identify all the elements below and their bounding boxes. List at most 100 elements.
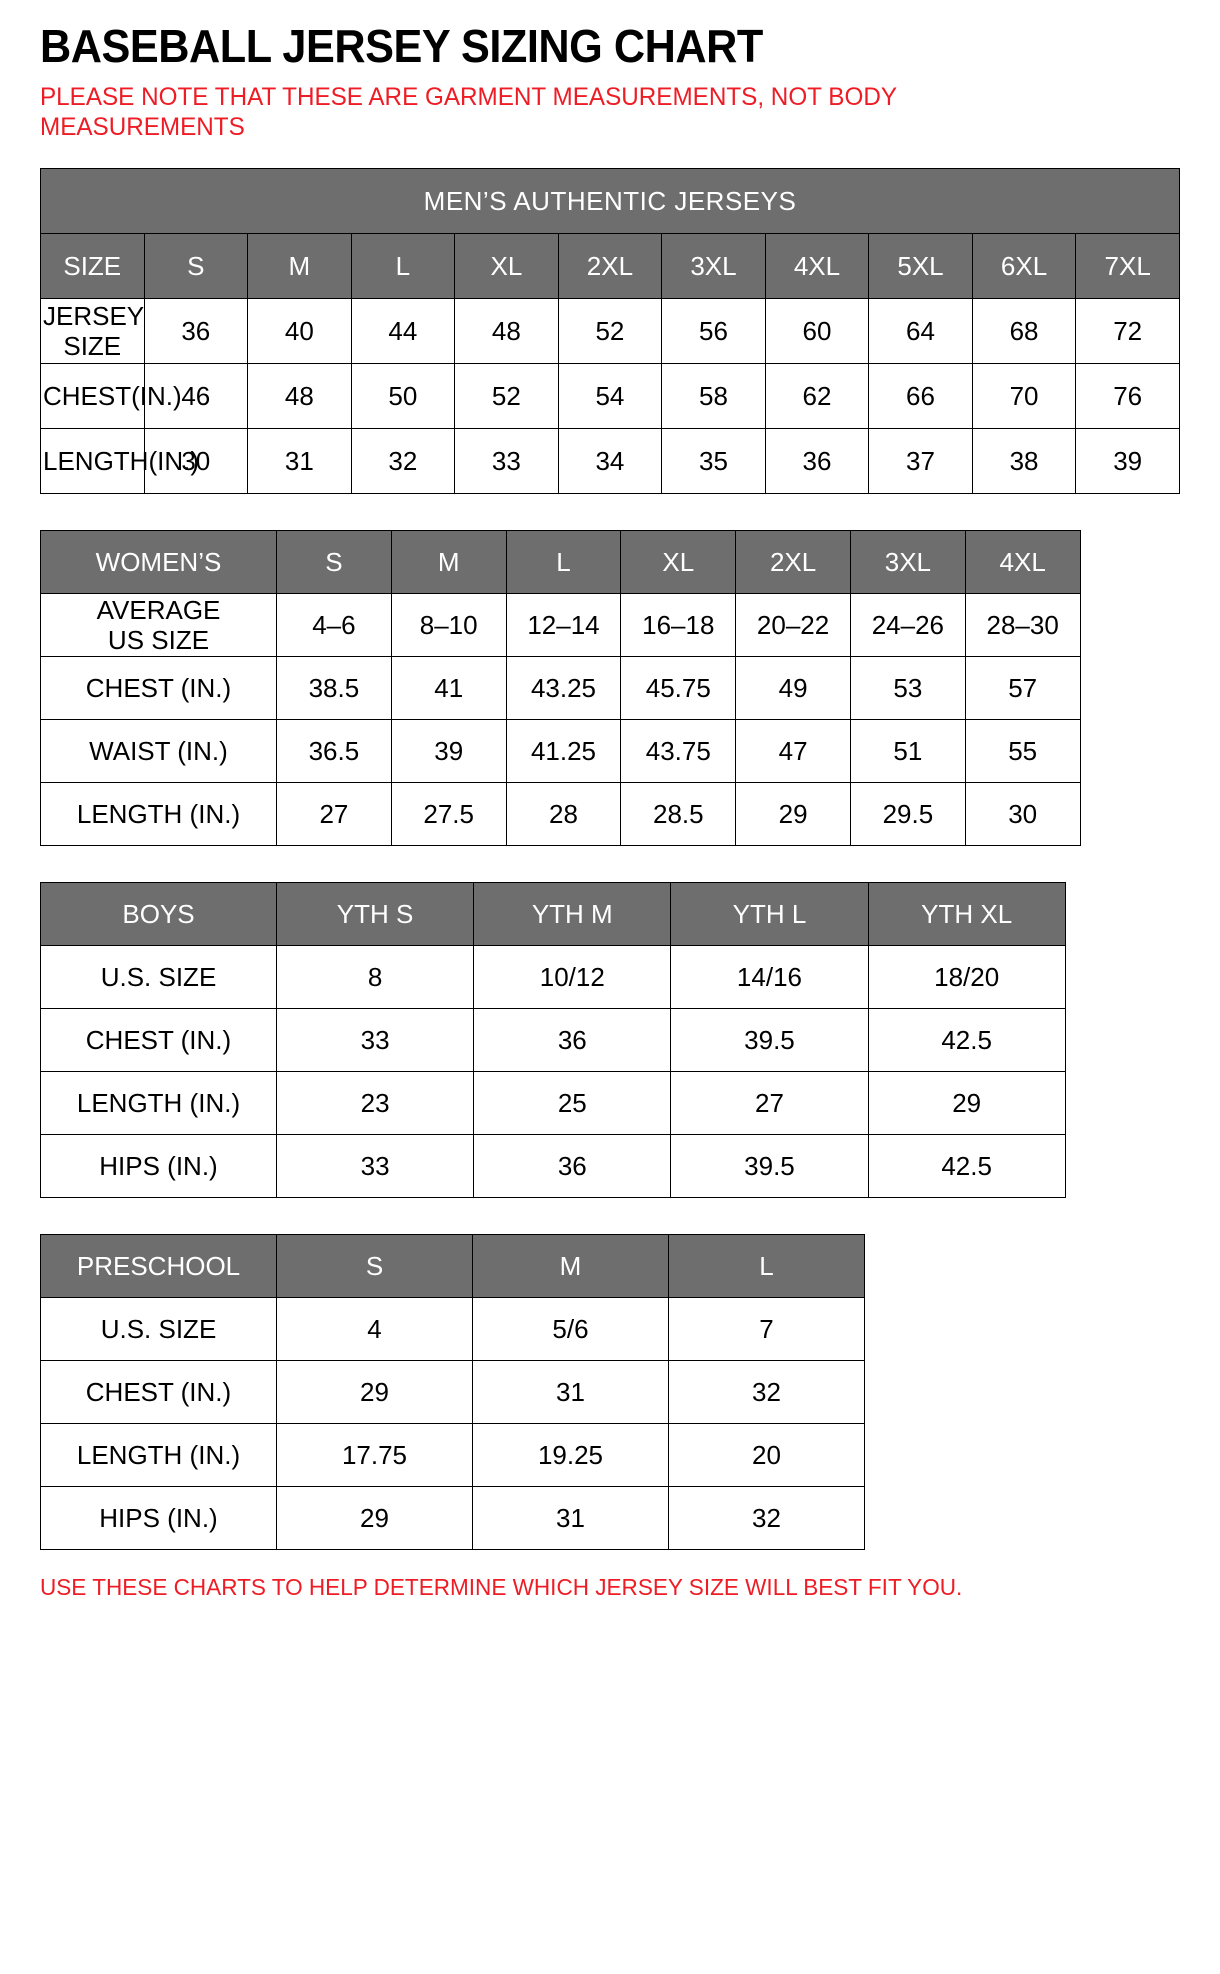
womens-sizing-table: WOMEN’S S M L XL 2XL 3XL 4XL AVERAGE US S…: [40, 530, 1081, 846]
data-cell: 39: [390, 719, 507, 783]
mens-col-header: 6XL: [971, 233, 1077, 299]
data-cell: 23: [275, 1071, 475, 1135]
data-cell: 27: [670, 1071, 869, 1135]
row-label: CHEST (IN.): [40, 1360, 277, 1424]
data-cell: 53: [849, 656, 966, 720]
data-cell: 49: [735, 656, 851, 720]
womens-col-header: 4XL: [964, 530, 1081, 594]
table-row: WAIST (IN.) 36.5 39 41.25 43.75 47 51 55: [40, 719, 1081, 783]
table-row: LENGTH(IN.) 30 31 32 33 34 35 36 37 38 3…: [40, 428, 1180, 494]
data-cell: 47: [735, 719, 851, 783]
data-cell: 8–10: [390, 593, 507, 657]
data-cell: 19.25: [472, 1423, 669, 1487]
data-cell: 66: [868, 363, 973, 429]
data-cell: 30: [143, 428, 249, 494]
data-cell: 20–22: [735, 593, 851, 657]
data-cell: 29: [735, 782, 851, 846]
mens-col-header: M: [247, 233, 352, 299]
data-cell: 36.5: [276, 719, 392, 783]
data-cell: 31: [247, 428, 352, 494]
womens-col-header: L: [505, 530, 622, 594]
table-header-row: BOYS YTH S YTH M YTH L YTH XL: [40, 882, 1066, 946]
data-cell: 27.5: [390, 782, 507, 846]
boys-col-header: YTH XL: [867, 882, 1066, 946]
data-cell: 5/6: [472, 1297, 669, 1361]
data-cell: 27: [276, 782, 392, 846]
data-cell: 29: [276, 1360, 473, 1424]
table-row: HIPS (IN.) 33 36 39.5 42.5: [40, 1134, 1066, 1198]
data-cell: 16–18: [620, 593, 737, 657]
data-cell: 42.5: [867, 1134, 1066, 1198]
row-label: U.S. SIZE: [40, 1297, 277, 1361]
data-cell: 54: [557, 363, 663, 429]
data-cell: 62: [764, 363, 870, 429]
boys-col-header: YTH M: [473, 882, 672, 946]
row-label-line2: US SIZE: [107, 625, 210, 655]
mens-col-header: S: [143, 233, 249, 299]
data-cell: 33: [454, 428, 559, 494]
data-cell: 12–14: [505, 593, 622, 657]
data-cell: 39.5: [670, 1134, 869, 1198]
data-cell: 44: [350, 298, 456, 364]
table-row: U.S. SIZE 4 5/6 7: [40, 1297, 865, 1361]
table-header-row: WOMEN’S S M L XL 2XL 3XL 4XL: [40, 530, 1081, 594]
womens-corner-label: WOMEN’S: [40, 530, 277, 594]
mens-col-header: 3XL: [661, 233, 766, 299]
data-cell: 24–26: [849, 593, 966, 657]
data-cell: 29.5: [849, 782, 966, 846]
mens-col-header: L: [350, 233, 456, 299]
data-cell: 4: [276, 1297, 473, 1361]
preschool-col-header: S: [276, 1234, 473, 1298]
data-cell: 39: [1075, 428, 1180, 494]
data-cell: 55: [964, 719, 1081, 783]
data-cell: 31: [472, 1360, 669, 1424]
boys-corner-label: BOYS: [40, 882, 277, 946]
row-label: LENGTH (IN.): [40, 1423, 277, 1487]
garment-measurement-note: PLEASE NOTE THAT THESE ARE GARMENT MEASU…: [40, 83, 897, 141]
mens-sizing-table: MEN’S AUTHENTIC JERSEYS SIZE S M L XL 2X…: [40, 168, 1180, 494]
data-cell: 36: [764, 428, 870, 494]
data-cell: 34: [557, 428, 663, 494]
data-cell: 29: [276, 1486, 473, 1550]
table-row: AVERAGE US SIZE 4–6 8–10 12–14 16–18 20–2…: [40, 593, 1081, 657]
table-row: LENGTH (IN.) 27 27.5 28 28.5 29 29.5 30: [40, 782, 1081, 846]
data-cell: 29: [867, 1071, 1066, 1135]
data-cell: 4–6: [276, 593, 392, 657]
data-cell: 10/12: [473, 945, 672, 1009]
data-cell: 37: [868, 428, 973, 494]
preschool-corner-label: PRESCHOOL: [40, 1234, 277, 1298]
preschool-col-header: M: [472, 1234, 669, 1298]
mens-col-header: 5XL: [868, 233, 973, 299]
womens-col-header: S: [276, 530, 392, 594]
data-cell: 36: [473, 1134, 672, 1198]
table-banner-row: MEN’S AUTHENTIC JERSEYS: [40, 168, 1180, 234]
data-cell: 32: [668, 1360, 865, 1424]
data-cell: 57: [964, 656, 1081, 720]
data-cell: 70: [971, 363, 1077, 429]
row-label: CHEST(IN.): [40, 363, 182, 429]
mens-col-header: 2XL: [557, 233, 663, 299]
row-label: WAIST (IN.): [40, 719, 277, 783]
table-row: U.S. SIZE 8 10/12 14/16 18/20: [40, 945, 1066, 1009]
mens-col-header: 7XL: [1075, 233, 1180, 299]
data-cell: 25: [473, 1071, 672, 1135]
data-cell: 35: [661, 428, 766, 494]
womens-col-header: XL: [620, 530, 737, 594]
data-cell: 72: [1075, 298, 1180, 364]
mens-col-header: XL: [454, 233, 559, 299]
data-cell: 36: [143, 298, 249, 364]
table-row: CHEST(IN.) 46 48 50 52 54 58 62 66 70 76: [40, 363, 1180, 429]
data-cell: 14/16: [670, 945, 869, 1009]
data-cell: 17.75: [276, 1423, 473, 1487]
data-cell: 50: [350, 363, 456, 429]
data-cell: 32: [350, 428, 456, 494]
row-label: HIPS (IN.): [40, 1134, 277, 1198]
womens-col-header: M: [390, 530, 507, 594]
boys-col-header: YTH L: [670, 882, 869, 946]
row-label: LENGTH(IN.): [40, 428, 199, 494]
data-cell: 32: [668, 1486, 865, 1550]
row-label: HIPS (IN.): [40, 1486, 277, 1550]
data-cell: 39.5: [670, 1008, 869, 1072]
row-label: U.S. SIZE: [40, 945, 277, 1009]
row-label: CHEST (IN.): [40, 1008, 277, 1072]
